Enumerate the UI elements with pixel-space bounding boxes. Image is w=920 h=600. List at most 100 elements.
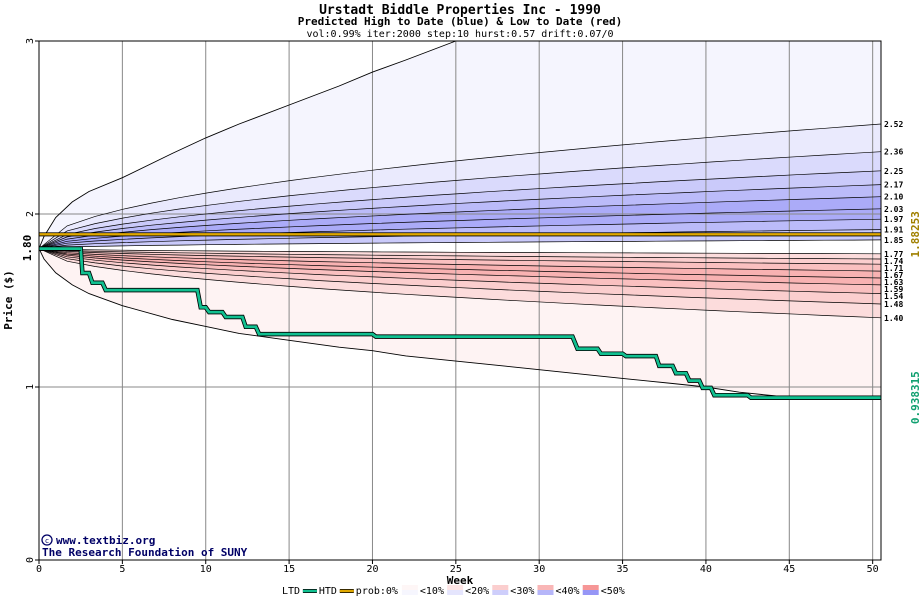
y-tick-label-2: 2 <box>25 211 36 217</box>
low-label-2: 1.71 <box>884 264 903 273</box>
x-tick-label-5: 5 <box>119 564 125 575</box>
percentile-line-2 <box>38 170 882 249</box>
series-lines <box>39 232 881 400</box>
legend-swatch-40-blue <box>582 590 599 595</box>
percentile-line-10 <box>38 248 882 260</box>
percentile-line-9 <box>38 248 882 255</box>
ltd-level-label: 0.938315 <box>909 371 920 424</box>
x-tick-label-50: 50 <box>867 564 879 575</box>
high-label-3: 2.17 <box>884 181 903 190</box>
prob-level-label: 1.88253 <box>909 211 920 257</box>
low-band-6 <box>39 248 881 304</box>
high-label-7: 1.91 <box>884 226 903 235</box>
x-tick-label-45: 45 <box>783 564 795 575</box>
high-label-1: 2.36 <box>884 148 903 157</box>
high-label-0: 2.52 <box>884 120 903 129</box>
legend-swatch-0-red <box>401 585 418 590</box>
chart-subtitle: Predicted High to Date (blue) & Low to D… <box>298 15 623 28</box>
low-band-1 <box>39 248 881 265</box>
low-label-8: 1.40 <box>884 314 903 323</box>
low-label-4: 1.63 <box>884 278 903 287</box>
x-tick-label-30: 30 <box>533 564 545 575</box>
credit-org: The Research Foundation of SUNY <box>42 546 248 559</box>
percentile-line-3 <box>38 184 882 249</box>
legend-swatch-40-red <box>582 585 599 590</box>
high-band-1 <box>39 151 881 249</box>
lower-envelope-line <box>38 248 807 400</box>
legend-10-label: <10% <box>420 586 444 597</box>
chart-params: vol:0.99% iter:2000 step:10 hurst:0.57 d… <box>306 29 613 40</box>
y-axis-ticks: 0 1 2 3 <box>25 38 39 563</box>
y-tick-label-3: 3 <box>25 38 36 44</box>
high-band-5 <box>39 208 881 249</box>
y-tick-label-0: 0 <box>25 557 36 563</box>
legend-swatch-30-blue <box>537 590 554 595</box>
low-label-5: 1.59 <box>884 285 903 294</box>
high-label-5: 2.03 <box>884 205 903 214</box>
low-band-7 <box>39 248 881 318</box>
legend-swatch-20-red <box>492 585 509 590</box>
percentile-labels: 2.52 2.36 2.25 2.17 2.10 2.031.97 1.911.85 1.77… <box>884 120 903 323</box>
percentile-line-6 <box>38 218 882 249</box>
outer-envelopes <box>38 40 807 400</box>
percentile-line-14 <box>38 248 882 286</box>
percentile-line-17 <box>38 248 882 319</box>
copyright-glyph: c <box>45 537 49 545</box>
high-label-8: 1.85 <box>884 236 903 245</box>
legend-swatch-0-blue <box>401 590 418 595</box>
legend-50-label: <50% <box>601 586 625 597</box>
high-band-3 <box>39 184 881 249</box>
legend-prob-label: prob:0% <box>356 586 398 597</box>
low-label-1: 1.74 <box>884 257 903 266</box>
high-band-0 <box>39 124 881 249</box>
x-tick-label-35: 35 <box>617 564 629 575</box>
high-label-6: 1.97 <box>884 215 903 224</box>
low-label-7: 1.48 <box>884 300 903 309</box>
credit-site: www.textbiz.org <box>56 534 155 547</box>
grid-lines <box>39 41 881 560</box>
low-band-4 <box>39 248 881 285</box>
legend-htd-label: HTD <box>319 586 337 597</box>
percentile-line-16 <box>38 248 882 305</box>
percentile-line-12 <box>38 248 882 272</box>
htd-line <box>39 247 881 400</box>
percentile-line-15 <box>38 248 882 294</box>
legend-swatch-20-blue <box>492 590 509 595</box>
high-band-2 <box>39 170 881 249</box>
upper-outer-band <box>39 41 881 249</box>
legend-30-label: <30% <box>510 586 534 597</box>
start-price-label: 1.80 <box>21 235 34 262</box>
high-label-2: 2.25 <box>884 167 903 176</box>
percentile-line-11 <box>38 248 882 265</box>
legend-swatch-30-red <box>537 585 554 590</box>
x-tick-label-20: 20 <box>366 564 378 575</box>
high-label-4: 2.10 <box>884 193 903 202</box>
probability-bands <box>39 41 881 400</box>
x-tick-label-10: 10 <box>200 564 212 575</box>
legend-20-label: <20% <box>465 586 489 597</box>
low-band-5 <box>39 248 881 294</box>
x-axis-label: Week <box>447 574 474 587</box>
x-tick-label-15: 15 <box>283 564 295 575</box>
x-tick-label-25: 25 <box>450 564 462 575</box>
percentile-line-1 <box>38 151 882 249</box>
low-label-3: 1.67 <box>884 271 903 280</box>
x-tick-label-40: 40 <box>700 564 712 575</box>
legend-40-label: <40% <box>556 586 580 597</box>
x-axis-ticks: 0 5 10 15 20 25 30 35 40 45 50 <box>36 560 879 575</box>
percentile-line-4 <box>38 196 882 249</box>
low-label-6: 1.54 <box>884 292 903 301</box>
legend-ltd-label: LTD <box>282 586 300 597</box>
percentile-line-8 <box>38 239 882 249</box>
y-tick-label-1: 1 <box>25 384 36 390</box>
percentile-line-13 <box>38 248 882 279</box>
credits: c www.textbiz.org The Research Foundatio… <box>41 534 248 559</box>
x-tick-label-0: 0 <box>36 564 42 575</box>
lower-outer-band <box>39 248 881 400</box>
chart-title: Urstadt Biddle Properties Inc - 1990 <box>319 3 601 18</box>
percentile-line-0 <box>38 123 882 249</box>
legend: LTD HTD prob:0% <10% <20% <30% <40% <50% <box>282 585 625 597</box>
low-label-0: 1.77 <box>884 250 903 259</box>
low-band-3 <box>39 248 881 278</box>
